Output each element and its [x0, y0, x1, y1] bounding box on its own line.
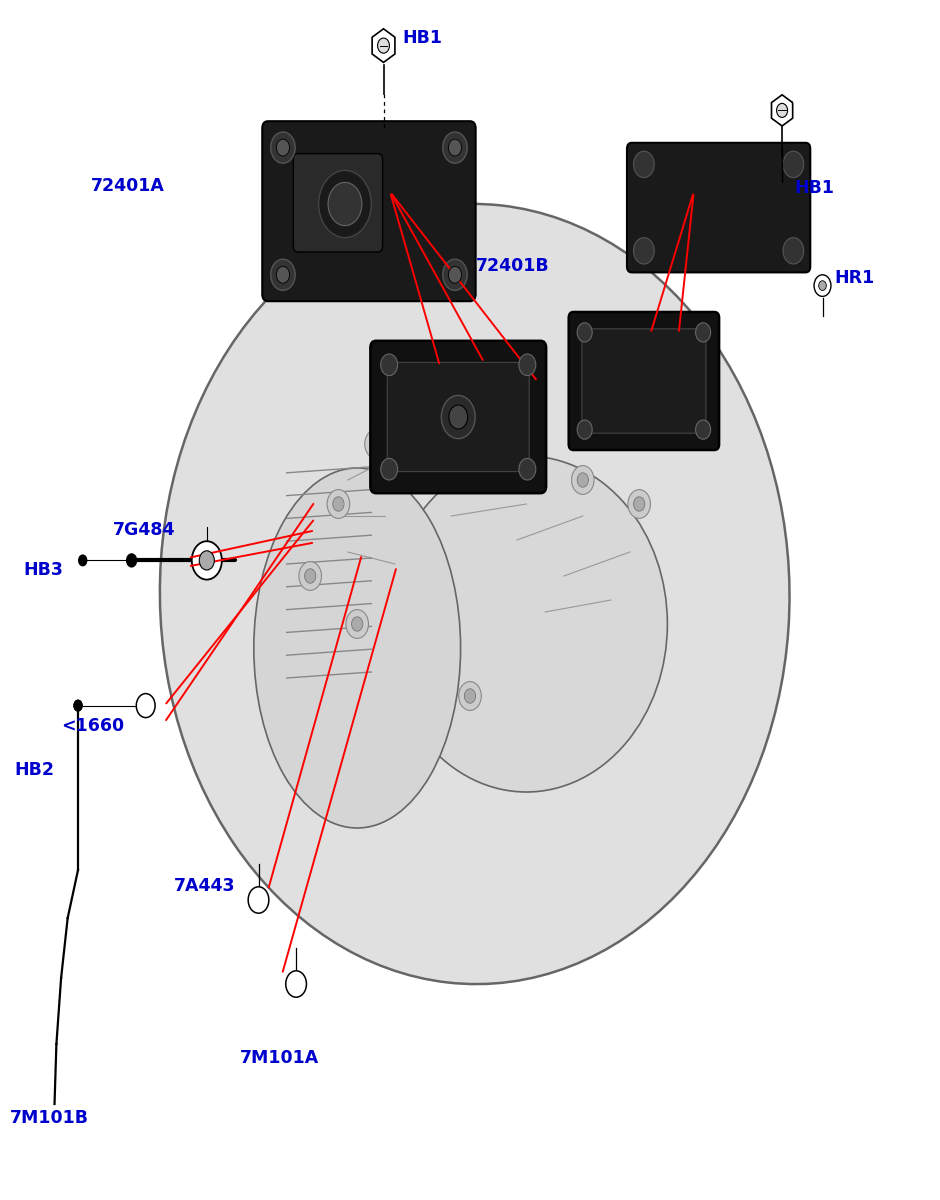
Circle shape	[199, 551, 214, 570]
Text: HB1: HB1	[794, 179, 835, 197]
Circle shape	[126, 553, 137, 568]
Circle shape	[443, 132, 467, 163]
Circle shape	[370, 437, 382, 451]
Circle shape	[136, 694, 155, 718]
Circle shape	[577, 473, 588, 487]
Circle shape	[442, 395, 476, 438]
Circle shape	[381, 354, 398, 376]
Circle shape	[73, 700, 83, 712]
FancyBboxPatch shape	[293, 154, 383, 252]
Text: 7M101B: 7M101B	[9, 1109, 88, 1128]
Text: 7M101A: 7M101A	[240, 1049, 319, 1068]
FancyBboxPatch shape	[627, 143, 810, 272]
Circle shape	[814, 275, 831, 296]
Circle shape	[271, 132, 295, 163]
Circle shape	[478, 346, 500, 374]
Circle shape	[577, 420, 592, 439]
Text: 7G484: 7G484	[113, 521, 175, 539]
Circle shape	[519, 458, 536, 480]
Circle shape	[596, 401, 607, 415]
Circle shape	[192, 541, 222, 580]
FancyBboxPatch shape	[582, 329, 706, 433]
Circle shape	[378, 38, 389, 53]
Circle shape	[519, 354, 536, 376]
Ellipse shape	[254, 468, 461, 828]
Text: HB2: HB2	[14, 762, 55, 780]
Circle shape	[333, 497, 344, 511]
Text: 7A443: 7A443	[174, 876, 235, 894]
Circle shape	[299, 562, 321, 590]
Circle shape	[327, 490, 350, 518]
Circle shape	[696, 420, 711, 439]
Circle shape	[609, 346, 632, 374]
Circle shape	[276, 139, 290, 156]
Circle shape	[449, 404, 468, 428]
Text: HR1: HR1	[835, 269, 875, 287]
Circle shape	[615, 353, 626, 367]
Circle shape	[286, 971, 306, 997]
Circle shape	[448, 139, 462, 156]
Circle shape	[634, 238, 654, 264]
Polygon shape	[772, 95, 792, 126]
Polygon shape	[372, 29, 395, 62]
Text: car parts: car parts	[377, 593, 563, 636]
Ellipse shape	[160, 204, 790, 984]
Circle shape	[634, 497, 645, 511]
Circle shape	[271, 259, 295, 290]
Circle shape	[590, 394, 613, 422]
Circle shape	[305, 569, 316, 583]
FancyBboxPatch shape	[387, 362, 529, 472]
Circle shape	[464, 689, 476, 703]
Circle shape	[776, 103, 788, 118]
Text: 72401B: 72401B	[477, 257, 550, 275]
FancyBboxPatch shape	[370, 341, 546, 493]
Circle shape	[78, 554, 87, 566]
Circle shape	[459, 682, 481, 710]
Text: <1660: <1660	[61, 716, 124, 734]
Circle shape	[448, 266, 462, 283]
Circle shape	[483, 353, 494, 367]
Circle shape	[634, 151, 654, 178]
Circle shape	[393, 406, 415, 434]
Circle shape	[506, 394, 528, 422]
Circle shape	[352, 617, 363, 631]
Text: HB1: HB1	[402, 29, 443, 47]
Text: HB3: HB3	[24, 560, 63, 578]
Circle shape	[381, 458, 398, 480]
Circle shape	[819, 281, 826, 290]
Circle shape	[276, 266, 290, 283]
Circle shape	[696, 323, 711, 342]
FancyBboxPatch shape	[262, 121, 476, 301]
Circle shape	[577, 323, 592, 342]
Circle shape	[572, 466, 594, 494]
FancyBboxPatch shape	[569, 312, 719, 450]
Circle shape	[365, 430, 387, 458]
Circle shape	[783, 238, 804, 264]
Circle shape	[783, 151, 804, 178]
Circle shape	[73, 700, 83, 712]
Ellipse shape	[385, 456, 667, 792]
Circle shape	[319, 170, 371, 238]
Circle shape	[346, 610, 368, 638]
Circle shape	[399, 413, 410, 427]
Circle shape	[511, 401, 523, 415]
Circle shape	[628, 490, 650, 518]
Circle shape	[328, 182, 362, 226]
Text: scuderia: scuderia	[210, 469, 730, 575]
Circle shape	[443, 259, 467, 290]
Text: 72401A: 72401A	[90, 176, 164, 194]
Circle shape	[248, 887, 269, 913]
